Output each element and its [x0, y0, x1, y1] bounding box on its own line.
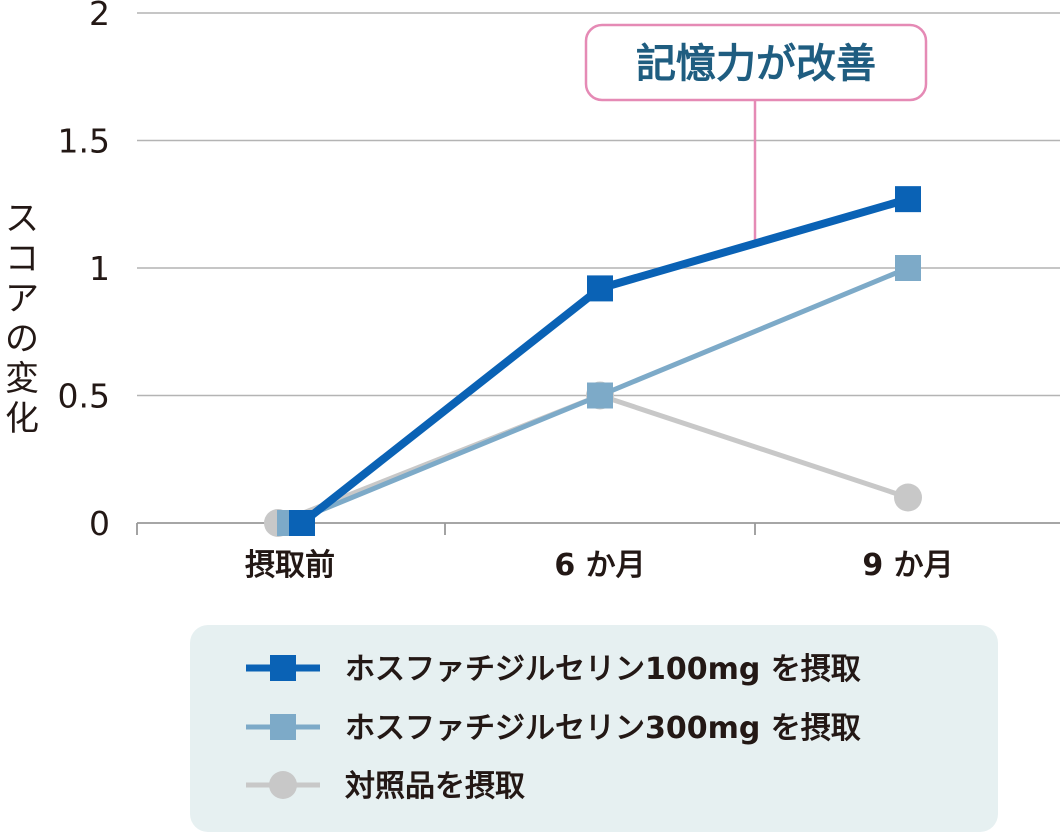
- series-0: [289, 186, 921, 536]
- y-tick-label: 0: [89, 504, 110, 543]
- data-point: [587, 275, 613, 302]
- data-point: [587, 382, 613, 409]
- annotation-box: [584, 23, 928, 102]
- legend-label: ホスファチジルセリン100mg を摂取: [345, 652, 861, 687]
- y-axis-label-text: スコアの変化: [5, 199, 39, 439]
- series-line: [299, 195, 910, 527]
- x-tick-label: 9 か月: [862, 548, 953, 583]
- legend-item: ホスファチジルセリン100mg を摂取: [246, 652, 861, 687]
- legend-item: ホスファチジルセリン300mg を摂取: [246, 711, 861, 746]
- series-line: [277, 393, 909, 526]
- legend-marker: [270, 655, 296, 681]
- legend-item: 対照品を摂取: [246, 769, 525, 804]
- y-tick-label: 1: [89, 249, 110, 288]
- legend-box: [190, 625, 998, 832]
- legend-label: 対照品を摂取: [345, 769, 525, 804]
- y-tick-labels: 0 0.5 1 1.5 2: [58, 0, 110, 543]
- y-tick-label: 0.5: [58, 377, 110, 416]
- x-tick-labels: 摂取前 6 か月 9 か月: [245, 548, 954, 583]
- legend-label: ホスファチジルセリン300mg を摂取: [345, 711, 861, 746]
- data-point: [895, 186, 921, 213]
- y-axis-label: スコアの変化: [5, 199, 39, 439]
- y-tick-label: 1.5: [58, 122, 110, 161]
- data-point: [894, 483, 922, 512]
- legend-marker: [270, 714, 296, 740]
- x-tick-label: 摂取前: [245, 548, 335, 583]
- legend-marker: [269, 771, 297, 799]
- annotation-text: 記憶力が改善: [636, 41, 876, 87]
- annotation: 記憶力が改善: [584, 23, 928, 241]
- x-tick-label: 6 か月: [554, 548, 645, 583]
- series-group: [264, 186, 922, 537]
- y-tick-label: 2: [89, 0, 110, 33]
- data-point: [289, 510, 315, 536]
- data-point: [895, 255, 921, 281]
